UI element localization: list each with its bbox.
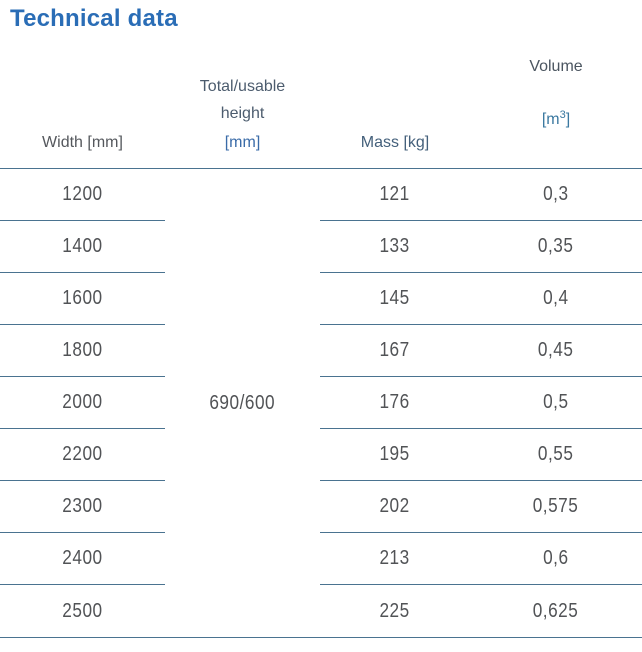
width-cell: 1800 <box>0 325 165 377</box>
width-value: 2200 <box>62 443 103 465</box>
width-cell: 2300 <box>0 481 165 533</box>
mass-header-label: Mass [kg] <box>360 134 430 151</box>
volume-cell: 0,45 <box>470 325 642 377</box>
volume-cell: 0,4 <box>470 273 642 325</box>
volume-value: 0,575 <box>533 495 579 517</box>
table-row: 1800 167 0,45 <box>0 325 642 377</box>
height-cell <box>165 169 320 221</box>
table-row: 2400 213 0,6 <box>0 533 642 585</box>
height-cell <box>165 533 320 585</box>
table-row: 2200 195 0,55 <box>0 429 642 481</box>
mass-cell: 195 <box>320 429 470 481</box>
width-value: 2400 <box>62 547 103 569</box>
mass-cell: 176 <box>320 377 470 429</box>
height-cell <box>165 481 320 533</box>
height-cell <box>165 273 320 325</box>
volume-cell: 0,575 <box>470 481 642 533</box>
height-cell: 690/600 <box>165 377 320 429</box>
table-header-row: Width [mm] Total/usable height [mm] Mass… <box>0 33 642 169</box>
width-value: 2500 <box>62 599 103 622</box>
height-cell <box>165 585 320 637</box>
width-value: 1600 <box>62 287 103 309</box>
volume-value: 0,55 <box>538 443 574 465</box>
mass-value: 176 <box>379 391 411 413</box>
mass-cell: 145 <box>320 273 470 325</box>
volume-cell: 0,6 <box>470 533 642 585</box>
volume-value: 0,45 <box>538 339 574 361</box>
mass-value: 167 <box>379 339 411 361</box>
mass-cell: 202 <box>320 481 470 533</box>
mass-cell: 167 <box>320 325 470 377</box>
column-header-width: Width [mm] <box>0 33 165 168</box>
table-row: 2300 202 0,575 <box>0 481 642 533</box>
height-cell <box>165 429 320 481</box>
width-cell: 2400 <box>0 533 165 585</box>
height-header-line2: height <box>220 105 265 122</box>
column-header-height: Total/usable height [mm] <box>165 33 320 168</box>
table-row: 1400 133 0,35 <box>0 221 642 273</box>
width-cell: 1600 <box>0 273 165 325</box>
width-cell: 2500 <box>0 585 165 637</box>
volume-cell: 0,3 <box>470 169 642 221</box>
width-cell: 1200 <box>0 169 165 221</box>
width-cell: 2000 <box>0 377 165 429</box>
volume-value: 0,35 <box>538 235 574 257</box>
mass-value: 213 <box>379 547 411 569</box>
volume-cell: 0,625 <box>470 585 642 637</box>
volume-cell: 0,35 <box>470 221 642 273</box>
width-cell: 2200 <box>0 429 165 481</box>
width-value: 2000 <box>62 391 103 413</box>
height-header-line1: Total/usable <box>199 78 286 95</box>
volume-value: 0,4 <box>543 287 569 309</box>
height-value: 690/600 <box>209 391 276 414</box>
technical-data-table: Width [mm] Total/usable height [mm] Mass… <box>0 33 642 638</box>
mass-value: 133 <box>379 235 411 257</box>
table-row: 1600 145 0,4 <box>0 273 642 325</box>
column-header-mass: Mass [kg] <box>320 33 470 168</box>
mass-cell: 225 <box>320 585 470 637</box>
volume-value: 0,625 <box>533 599 579 622</box>
table-body: 1200 121 0,3 1400 133 0,35 1600 145 0,4 … <box>0 169 642 638</box>
height-cell <box>165 325 320 377</box>
width-value: 1800 <box>62 339 103 361</box>
volume-cell: 0,55 <box>470 429 642 481</box>
volume-header-label: Volume <box>529 58 583 75</box>
width-cell: 1400 <box>0 221 165 273</box>
table-row: 1200 121 0,3 <box>0 169 642 221</box>
mass-value: 121 <box>379 183 411 205</box>
width-header-label: Width [mm] <box>42 134 123 151</box>
height-header-unit: [mm] <box>224 134 261 151</box>
volume-value: 0,5 <box>543 391 569 413</box>
width-value: 2300 <box>62 495 103 517</box>
volume-value: 0,3 <box>543 183 569 205</box>
volume-header-unit: [m3] <box>541 109 571 129</box>
mass-cell: 133 <box>320 221 470 273</box>
width-value: 1200 <box>62 183 103 205</box>
volume-unit-superscript: 3 <box>559 109 566 121</box>
volume-cell: 0,5 <box>470 377 642 429</box>
mass-value: 225 <box>379 599 411 622</box>
mass-cell: 121 <box>320 169 470 221</box>
mass-value: 145 <box>379 287 411 309</box>
table-row: 2000 690/600 176 0,5 <box>0 377 642 429</box>
mass-value: 202 <box>379 495 411 517</box>
volume-value: 0,6 <box>543 547 569 569</box>
table-row: 2500 225 0,625 <box>0 585 642 637</box>
mass-value: 195 <box>379 443 411 465</box>
page-title: Technical data <box>10 5 178 32</box>
column-header-volume: Volume [m3] <box>470 33 642 168</box>
height-cell <box>165 221 320 273</box>
width-value: 1400 <box>62 235 103 257</box>
mass-cell: 213 <box>320 533 470 585</box>
